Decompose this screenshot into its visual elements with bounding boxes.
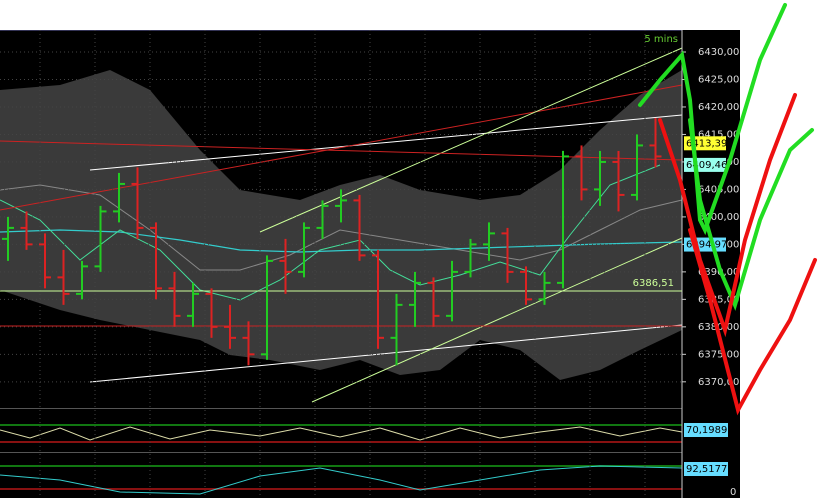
indicator-tag [684, 462, 728, 476]
indicator-label: 92,5177 [686, 464, 727, 475]
level [0, 441, 682, 443]
separator [0, 452, 682, 453]
level [0, 488, 682, 490]
y-tick-label: 6415,00 [698, 129, 739, 140]
y-tick-label: 6390,00 [698, 267, 739, 278]
price-tag-label: 6409,46 [686, 160, 727, 171]
reference-label: 6386,51 [633, 278, 674, 289]
middle-band [0, 184, 683, 271]
moving-average-fast [0, 164, 661, 301]
level [0, 424, 682, 426]
y-tick-label: 6375,00 [698, 349, 739, 360]
channel-line [259, 47, 683, 233]
indicator-tag [684, 423, 728, 437]
y-tick-label: 6430,00 [698, 47, 739, 58]
moving-average [0, 229, 683, 253]
y-tick-label: 6400,00 [698, 212, 739, 223]
y-tick-label: 6420,00 [698, 102, 739, 113]
y-tick-label: 6425,00 [698, 74, 739, 85]
timeframe: 5 mins [644, 34, 678, 45]
trend-line [0, 84, 683, 211]
indicator-label: 70,1989 [686, 425, 727, 436]
trend-line [89, 324, 683, 383]
trend-line [89, 114, 683, 171]
separator [0, 408, 682, 409]
oscillator [0, 465, 683, 495]
level [0, 465, 682, 467]
y-tick-label: 6385,00 [698, 294, 739, 305]
bollinger-band [0, 70, 682, 380]
channel-line [311, 237, 683, 403]
indicator-tick: 0 [730, 487, 736, 498]
hand-drawing [638, 3, 817, 416]
frame [0, 30, 682, 31]
price-tag-label: 6413,39 [686, 138, 727, 149]
price-tag-label: 6394,97 [686, 240, 727, 251]
y-tick-label: 6370,00 [698, 377, 739, 388]
oscillator [0, 426, 683, 441]
